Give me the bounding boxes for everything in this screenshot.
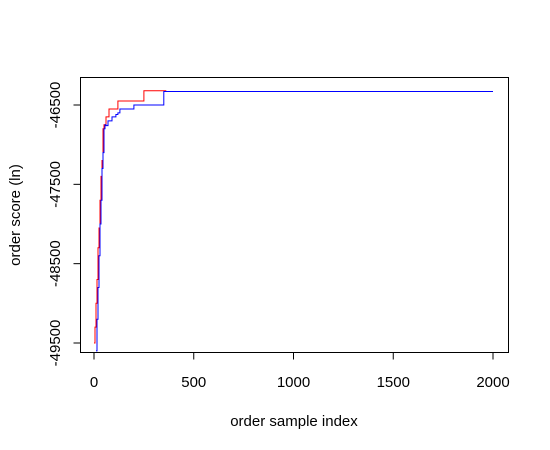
x-tick-label: 500	[181, 374, 206, 391]
y-axis: -49500 -48500 -47500 -46500	[47, 82, 81, 367]
x-tick-label: 1000	[277, 374, 310, 391]
y-axis-title: order score (ln)	[7, 164, 24, 266]
y-tick-label: -46500	[47, 82, 64, 129]
series-line-2	[96, 91, 493, 352]
y-tick-label: -48500	[47, 240, 64, 287]
x-tick-label: 0	[90, 374, 98, 391]
series-line-1	[94, 90, 493, 344]
x-axis-title: order sample index	[230, 413, 358, 430]
x-tick-label: 1500	[377, 374, 410, 391]
plot-frame	[80, 77, 509, 353]
y-tick-label: -47500	[47, 161, 64, 208]
series-layer	[94, 90, 493, 352]
x-axis: 0 500 1000 1500 2000	[90, 352, 510, 391]
x-tick-label: 2000	[476, 374, 509, 391]
y-tick-label: -49500	[47, 320, 64, 367]
